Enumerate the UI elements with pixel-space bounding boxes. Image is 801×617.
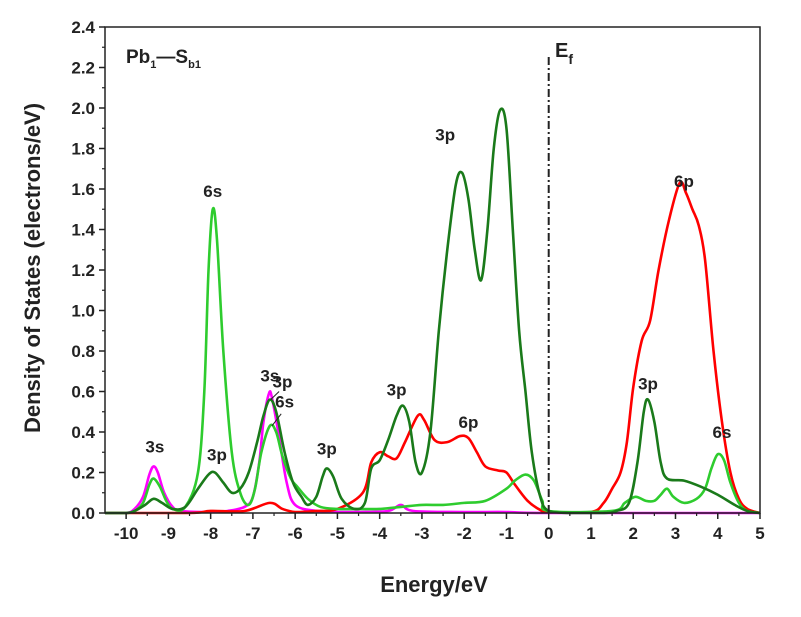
- x-tick-label: -4: [372, 524, 388, 543]
- peak-annotation: 6s: [275, 393, 294, 412]
- peak-annotation: 3p: [317, 439, 337, 458]
- x-tick-label: -3: [414, 524, 429, 543]
- panel-label-s: S: [175, 47, 188, 68]
- y-tick-label: 1.0: [71, 302, 95, 321]
- panel-label: Pb1—Sb1: [126, 47, 201, 71]
- y-tick-label: 2.0: [71, 99, 95, 118]
- axes-layer: -10 -9 -8 -7 -6 -5 -4 -3 -2 -1 0 1 2 3 4 50.00.20.40.60…: [71, 18, 764, 543]
- x-axis-title: Energy/eV: [380, 572, 488, 597]
- x-tick-label: 4: [713, 524, 723, 543]
- panel-label-dash: —: [156, 47, 175, 68]
- peak-annotation: 6s: [713, 423, 732, 442]
- x-tick-label: -2: [457, 524, 472, 543]
- peak-annotation: 3p: [638, 374, 658, 393]
- panel-label-pb: Pb: [126, 47, 150, 68]
- peak-annotation: 3p: [387, 381, 407, 400]
- y-tick-label: 1.2: [71, 261, 95, 280]
- y-tick-label: 0.2: [71, 464, 95, 483]
- y-tick-label: 1.8: [71, 140, 95, 159]
- x-tick-label: -5: [330, 524, 345, 543]
- y-tick-label: 0.4: [71, 423, 95, 442]
- x-tick-label: 3: [671, 524, 680, 543]
- peak-annotation: 6s: [203, 182, 222, 201]
- fermi-label-sub: f: [568, 51, 573, 67]
- annotation-leader-6s: [271, 413, 282, 427]
- y-tick-label: 2.4: [71, 18, 95, 37]
- x-tick-label: 5: [755, 524, 764, 543]
- peak-annotation: 3p: [273, 372, 293, 391]
- x-tick-label: 2: [628, 524, 637, 543]
- x-tick-label: -6: [288, 524, 303, 543]
- plot-frame: [104, 26, 761, 514]
- panel-label-pb-sub: 1: [150, 59, 156, 71]
- series-layer: [105, 107, 761, 515]
- x-tick-label: -1: [499, 524, 514, 543]
- y-tick-label: 1.4: [71, 221, 95, 240]
- peak-annotation: 6p: [458, 413, 478, 432]
- x-tick-label: -9: [161, 524, 176, 543]
- y-axis-title: Density of States (electrons/eV): [20, 103, 45, 433]
- panel-label-s-sub: b1: [188, 59, 201, 71]
- peak-annotation: 6p: [674, 172, 694, 191]
- peak-annotation: 3p: [435, 125, 455, 144]
- peak-annotation: 3p: [207, 445, 227, 464]
- x-tick-label: -8: [203, 524, 218, 543]
- x-tick-label: 0: [544, 524, 553, 543]
- peak-annotation: 3s: [260, 366, 279, 385]
- y-tick-label: 1.6: [71, 180, 95, 199]
- annotation-leader-3p: [270, 391, 280, 400]
- peak-annotation: 3s: [145, 437, 164, 456]
- y-tick-label: 2.2: [71, 59, 95, 78]
- y-tick-label: 0.0: [71, 504, 95, 523]
- x-tick-label: -7: [245, 524, 260, 543]
- series-line-4: [105, 107, 761, 515]
- y-tick-label: 0.6: [71, 383, 95, 402]
- x-tick-label: -10: [114, 524, 139, 543]
- fermi-label-e: E: [555, 40, 568, 62]
- fermi-level-label: Ef: [555, 40, 573, 67]
- x-tick-label: 1: [586, 524, 595, 543]
- y-tick-label: 0.8: [71, 342, 95, 361]
